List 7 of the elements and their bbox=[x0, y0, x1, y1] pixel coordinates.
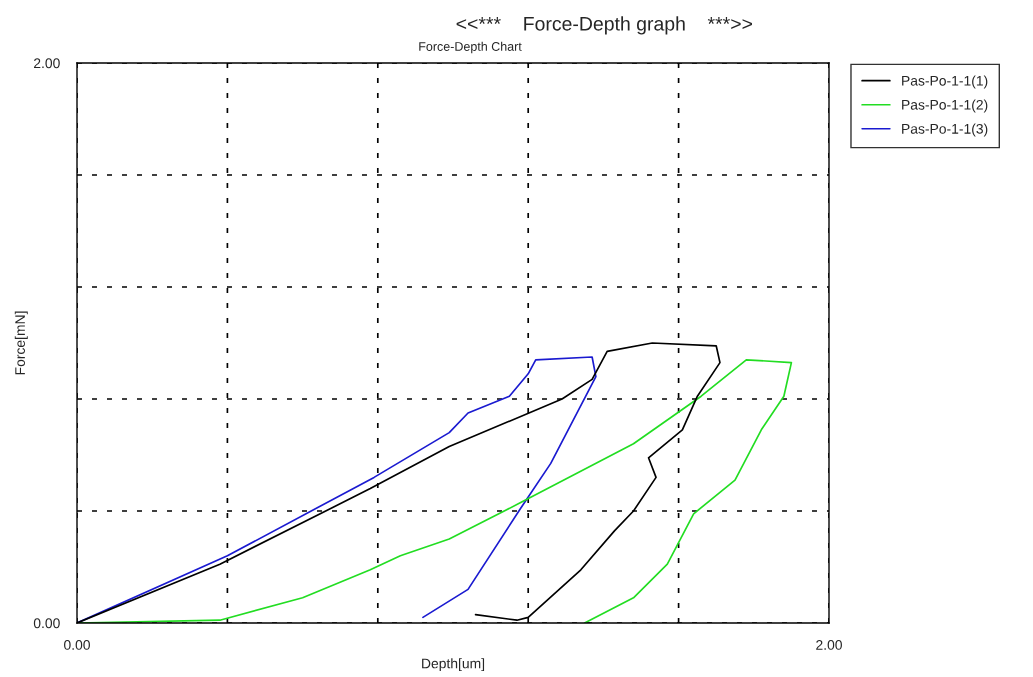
y-axis-title: Force[mN] bbox=[14, 311, 28, 375]
chart-title: <<*** Force-Depth graph ***>> bbox=[456, 16, 752, 35]
chart-subtitle: Force-Depth Chart bbox=[419, 41, 522, 54]
x-axis-title: Depth[um] bbox=[422, 658, 485, 672]
legend-label: Pas-Po-1-1(2) bbox=[902, 99, 988, 113]
legend-label: Pas-Po-1-1(1) bbox=[902, 75, 988, 89]
legend-label: Pas-Po-1-1(3) bbox=[902, 123, 988, 137]
